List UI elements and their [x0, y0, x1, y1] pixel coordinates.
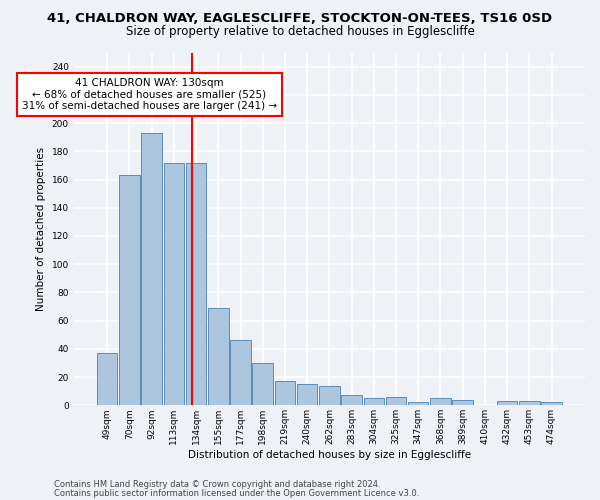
- Bar: [541, 402, 562, 406]
- Bar: [519, 401, 539, 406]
- Y-axis label: Number of detached properties: Number of detached properties: [36, 147, 46, 311]
- Bar: [275, 382, 295, 406]
- Bar: [341, 396, 362, 406]
- Bar: [452, 400, 473, 406]
- X-axis label: Distribution of detached houses by size in Egglescliffe: Distribution of detached houses by size …: [188, 450, 471, 460]
- Text: 41 CHALDRON WAY: 130sqm
← 68% of detached houses are smaller (525)
31% of semi-d: 41 CHALDRON WAY: 130sqm ← 68% of detache…: [22, 78, 277, 111]
- Bar: [164, 162, 184, 406]
- Bar: [297, 384, 317, 406]
- Bar: [186, 162, 206, 406]
- Bar: [142, 133, 162, 406]
- Bar: [497, 401, 517, 406]
- Bar: [364, 398, 384, 406]
- Bar: [319, 386, 340, 406]
- Bar: [430, 398, 451, 406]
- Bar: [230, 340, 251, 406]
- Bar: [119, 176, 140, 406]
- Bar: [253, 363, 273, 406]
- Text: Contains HM Land Registry data © Crown copyright and database right 2024.: Contains HM Land Registry data © Crown c…: [54, 480, 380, 489]
- Bar: [97, 353, 118, 406]
- Bar: [208, 308, 229, 406]
- Text: Size of property relative to detached houses in Egglescliffe: Size of property relative to detached ho…: [125, 25, 475, 38]
- Bar: [408, 402, 428, 406]
- Text: 41, CHALDRON WAY, EAGLESCLIFFE, STOCKTON-ON-TEES, TS16 0SD: 41, CHALDRON WAY, EAGLESCLIFFE, STOCKTON…: [47, 12, 553, 26]
- Bar: [386, 397, 406, 406]
- Text: Contains public sector information licensed under the Open Government Licence v3: Contains public sector information licen…: [54, 488, 419, 498]
